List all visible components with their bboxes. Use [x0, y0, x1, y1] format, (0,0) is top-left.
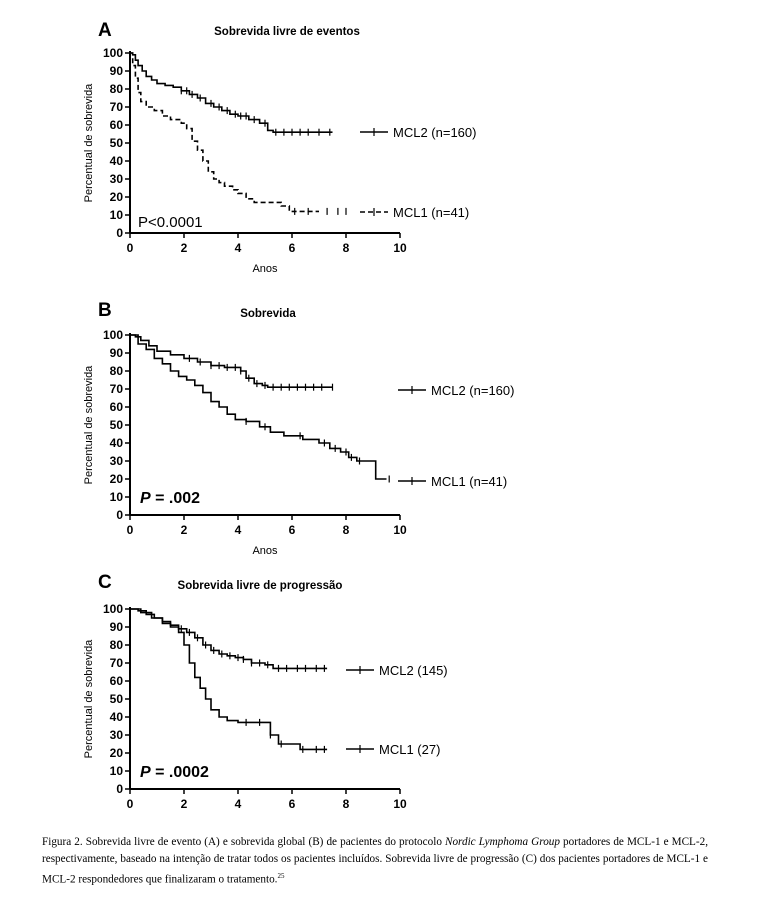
x-tick-label: 4	[235, 241, 242, 255]
chart-panel-c: C Sobrevida livre de progressão0102030405…	[83, 572, 448, 811]
x-tick-label: 0	[127, 797, 134, 811]
x-tick-label: 2	[181, 797, 188, 811]
p-value-annotation: P = .002	[140, 490, 200, 507]
caption-text-1: Figura 2. Sobrevida livre de evento (A) …	[42, 836, 445, 848]
legend-label: MCL2 (n=160)	[431, 383, 514, 398]
chart-title: Sobrevida livre de progressão	[178, 580, 343, 592]
p-value-annotation: P = .0002	[140, 764, 209, 781]
x-tick-label: 6	[289, 797, 296, 811]
y-tick-label: 0	[116, 226, 123, 240]
x-tick-label: 0	[127, 523, 134, 537]
y-tick-label: 70	[110, 100, 124, 114]
legend-label: MCL2 (145)	[379, 663, 448, 678]
x-tick-label: 4	[235, 523, 242, 537]
x-tick-label: 0	[127, 241, 134, 255]
y-tick-label: 30	[110, 454, 124, 468]
km-curve-2	[130, 334, 387, 480]
x-tick-label: 10	[393, 523, 407, 537]
chart-title: Sobrevida	[240, 308, 296, 320]
x-tick-label: 6	[289, 241, 296, 255]
y-tick-label: 20	[110, 190, 124, 204]
legend-label: MCL1 (n=41)	[431, 474, 507, 489]
y-axis-label: Percentual de sobrevida	[83, 639, 95, 759]
km-curve-1	[130, 52, 333, 133]
y-tick-label: 100	[103, 602, 123, 616]
caption-reference: 25	[277, 872, 285, 880]
y-tick-label: 30	[110, 172, 124, 186]
y-tick-label: 0	[116, 508, 123, 522]
y-tick-label: 100	[103, 328, 123, 342]
x-axis-label: Anos	[252, 545, 278, 557]
chart-panel-b: B Sobrevida 0 10 20 30 40 50 60 70 80 90 100 0 2 4 6 8 10 A…	[83, 300, 514, 557]
legend-label: MCL2 (n=160)	[393, 125, 476, 140]
y-tick-label: 90	[110, 620, 124, 634]
x-tick-label: 6	[289, 523, 296, 537]
y-tick-label: 90	[110, 346, 124, 360]
y-tick-label: 10	[110, 208, 124, 222]
y-tick-label: 60	[110, 674, 124, 688]
y-tick-label: 30	[110, 728, 124, 742]
caption-italic-text: Nordic Lymphoma Group	[444, 836, 560, 848]
chart-panel-a: A Sobrevida livre de eventos0102030405060…	[83, 20, 476, 275]
y-tick-label: 90	[110, 64, 124, 78]
y-tick-label: 40	[110, 710, 124, 724]
y-tick-label: 60	[110, 118, 124, 132]
panel-letter: C	[98, 572, 112, 593]
x-tick-label: 10	[393, 797, 407, 811]
y-tick-label: 10	[110, 490, 124, 504]
x-tick-label: 8	[343, 523, 350, 537]
y-tick-label: 50	[110, 136, 124, 150]
km-curve-1	[130, 334, 333, 388]
caption-text-2: portadores de MCL-1 e MCL-2, respectivam…	[42, 836, 708, 886]
survival-figure: A Sobrevida livre de eventos0102030405060…	[83, 20, 514, 811]
panel-letter: B	[98, 300, 112, 321]
y-axis-label: Percentual de sobrevida	[83, 83, 95, 203]
y-tick-label: 80	[110, 82, 124, 96]
chart-title: Sobrevida livre de eventos	[214, 26, 360, 38]
y-tick-label: 100	[103, 46, 123, 60]
y-tick-label: 20	[110, 472, 124, 486]
y-tick-label: 40	[110, 436, 124, 450]
x-axis-label: Anos	[252, 263, 278, 275]
y-tick-label: 40	[110, 154, 124, 168]
y-tick-label: 80	[110, 364, 124, 378]
y-tick-label: 50	[110, 692, 124, 706]
y-tick-label: 10	[110, 764, 124, 778]
y-tick-label: 70	[110, 382, 124, 396]
x-tick-label: 8	[343, 241, 350, 255]
legend-label: MCL1 (n=41)	[393, 205, 469, 220]
y-tick-label: 60	[110, 400, 124, 414]
y-tick-label: 80	[110, 638, 124, 652]
km-curve-2	[130, 608, 328, 751]
x-tick-label: 4	[235, 797, 242, 811]
p-value-annotation: P<0.0001	[138, 214, 203, 231]
y-tick-label: 50	[110, 418, 124, 432]
panel-letter: A	[98, 20, 112, 41]
km-curve-2	[130, 52, 319, 213]
y-tick-label: 0	[116, 782, 123, 796]
legend-label: MCL1 (27)	[379, 742, 440, 757]
x-tick-label: 10	[393, 241, 407, 255]
y-tick-label: 70	[110, 656, 124, 670]
x-tick-label: 8	[343, 797, 350, 811]
y-axis-label: Percentual de sobrevida	[83, 365, 95, 485]
x-tick-label: 2	[181, 523, 188, 537]
figure-caption: Figura 2. Sobrevida livre de evento (A) …	[42, 834, 708, 889]
y-tick-label: 20	[110, 746, 124, 760]
x-tick-label: 2	[181, 241, 188, 255]
